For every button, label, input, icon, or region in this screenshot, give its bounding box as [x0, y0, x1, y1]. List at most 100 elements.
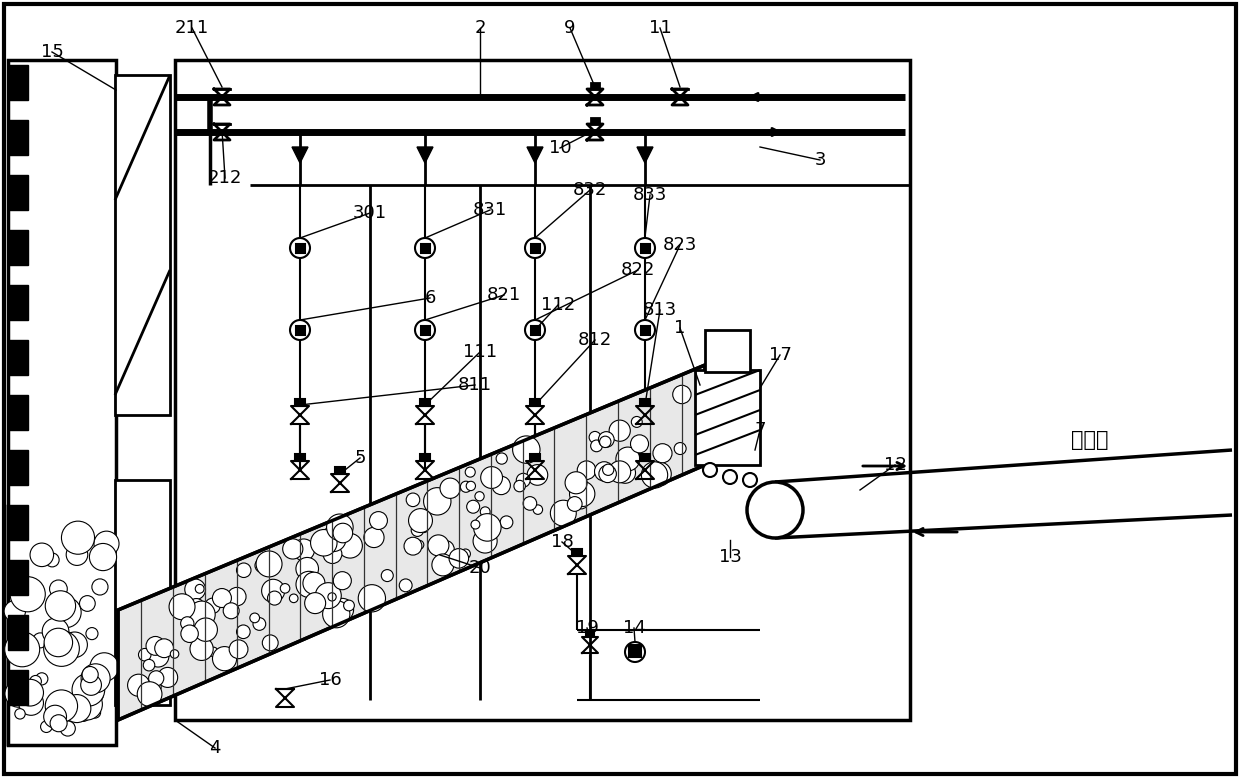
- Circle shape: [249, 613, 259, 622]
- Text: 823: 823: [663, 236, 697, 254]
- Circle shape: [208, 647, 218, 657]
- Circle shape: [399, 579, 412, 592]
- Circle shape: [45, 591, 76, 621]
- Bar: [7, 65, 29, 100]
- Polygon shape: [417, 147, 433, 163]
- Circle shape: [466, 500, 480, 513]
- Circle shape: [415, 238, 435, 258]
- Circle shape: [19, 691, 43, 715]
- Circle shape: [616, 447, 640, 471]
- Circle shape: [79, 596, 95, 612]
- Circle shape: [228, 587, 246, 606]
- Circle shape: [56, 626, 68, 640]
- Circle shape: [326, 514, 353, 541]
- Circle shape: [381, 569, 393, 582]
- Circle shape: [253, 618, 265, 630]
- Circle shape: [237, 625, 250, 639]
- Circle shape: [466, 482, 475, 491]
- Circle shape: [9, 671, 26, 689]
- Circle shape: [635, 238, 655, 258]
- Circle shape: [16, 679, 43, 706]
- Text: 19: 19: [575, 619, 599, 637]
- Circle shape: [653, 443, 672, 463]
- Circle shape: [255, 559, 269, 573]
- Circle shape: [212, 588, 232, 608]
- Bar: [7, 450, 29, 485]
- Circle shape: [412, 524, 424, 536]
- Circle shape: [92, 579, 108, 595]
- Circle shape: [290, 320, 310, 340]
- Polygon shape: [637, 147, 653, 163]
- Text: 301: 301: [353, 204, 387, 222]
- Circle shape: [77, 708, 91, 721]
- Text: 112: 112: [541, 296, 575, 314]
- Circle shape: [157, 668, 177, 688]
- Circle shape: [155, 639, 174, 657]
- Circle shape: [280, 584, 290, 593]
- Circle shape: [337, 534, 362, 558]
- Bar: [694, 370, 760, 465]
- Circle shape: [703, 463, 717, 477]
- Circle shape: [66, 544, 88, 566]
- Bar: [7, 395, 29, 430]
- Circle shape: [293, 539, 315, 561]
- Circle shape: [512, 436, 539, 464]
- Circle shape: [331, 598, 353, 621]
- Text: 7: 7: [754, 421, 766, 439]
- Bar: [420, 454, 430, 461]
- Circle shape: [81, 675, 102, 696]
- Text: 17: 17: [769, 346, 791, 364]
- Text: 11: 11: [649, 19, 671, 37]
- Text: 832: 832: [573, 181, 608, 199]
- Polygon shape: [118, 365, 706, 720]
- Circle shape: [12, 636, 27, 650]
- Circle shape: [138, 682, 162, 706]
- Text: 821: 821: [487, 286, 521, 304]
- Circle shape: [327, 593, 336, 601]
- Circle shape: [43, 705, 67, 728]
- Circle shape: [128, 675, 150, 696]
- Circle shape: [583, 492, 591, 500]
- Circle shape: [62, 521, 94, 554]
- Circle shape: [45, 553, 60, 567]
- Text: 16: 16: [319, 671, 341, 689]
- Bar: [529, 399, 539, 406]
- Circle shape: [89, 544, 117, 570]
- Polygon shape: [291, 147, 308, 163]
- Circle shape: [428, 535, 449, 556]
- Circle shape: [212, 647, 237, 671]
- Circle shape: [144, 660, 155, 671]
- Circle shape: [673, 385, 691, 404]
- Bar: [7, 175, 29, 210]
- Circle shape: [10, 576, 46, 612]
- Circle shape: [432, 554, 454, 576]
- Circle shape: [641, 462, 667, 488]
- Bar: [640, 399, 650, 406]
- Circle shape: [625, 450, 640, 464]
- Bar: [640, 454, 650, 461]
- Circle shape: [50, 580, 67, 598]
- Circle shape: [527, 464, 548, 485]
- Text: 822: 822: [621, 261, 655, 279]
- Circle shape: [51, 598, 81, 628]
- Circle shape: [257, 551, 281, 577]
- Circle shape: [609, 461, 631, 483]
- Circle shape: [424, 488, 451, 515]
- Circle shape: [480, 506, 490, 517]
- Circle shape: [310, 530, 337, 556]
- Bar: [529, 454, 539, 461]
- Text: 812: 812: [578, 331, 613, 349]
- Text: 9: 9: [564, 19, 575, 37]
- Text: 5: 5: [355, 449, 366, 467]
- Circle shape: [551, 500, 577, 526]
- Circle shape: [263, 635, 278, 650]
- Circle shape: [181, 617, 193, 630]
- Circle shape: [523, 496, 537, 510]
- Bar: [7, 60, 117, 745]
- Circle shape: [675, 443, 686, 454]
- Circle shape: [516, 473, 531, 487]
- Circle shape: [30, 675, 41, 687]
- Text: 4: 4: [210, 739, 221, 757]
- Circle shape: [496, 453, 507, 464]
- Text: 2: 2: [474, 19, 486, 37]
